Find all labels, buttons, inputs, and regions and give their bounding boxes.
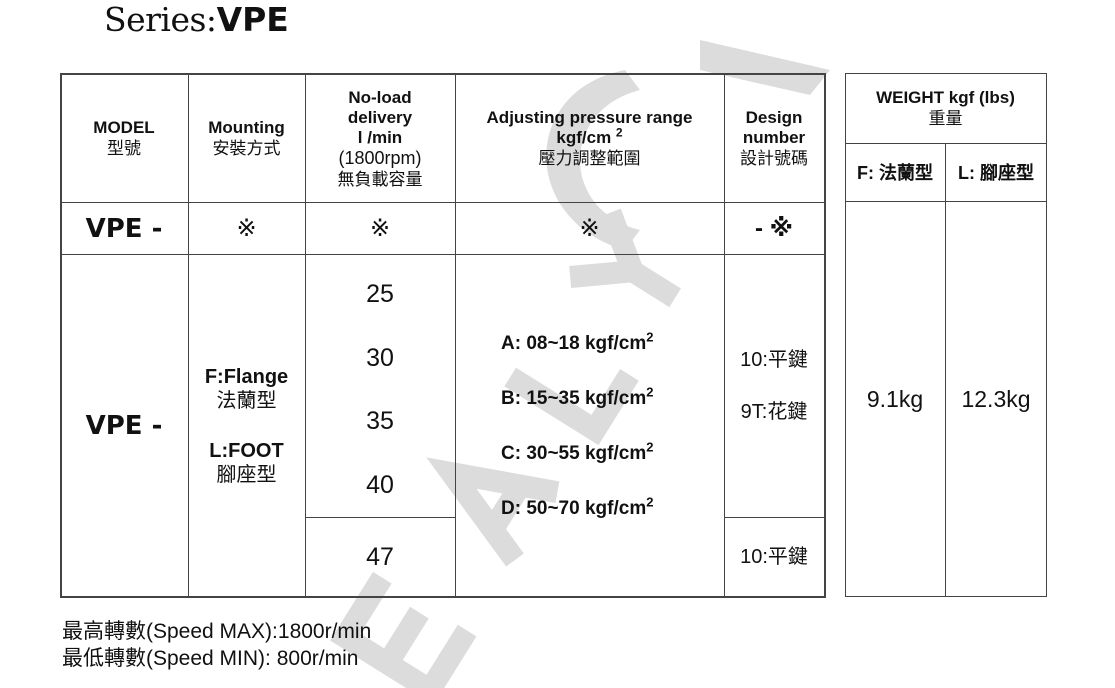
header-design-zh: 設計號碼	[740, 149, 808, 168]
weight-header-en: WEIGHT kgf (lbs)	[876, 88, 1015, 107]
body-pressure: A: 08~18 kgf/cm2 B: 15~35 kgf/cm2 C: 30~…	[455, 255, 724, 596]
pressure-range: A: 08~18 kgf/cm2	[501, 329, 653, 358]
divider	[305, 517, 455, 518]
divider	[845, 596, 1047, 597]
divider	[845, 73, 846, 597]
delivery-value: 35	[366, 407, 394, 436]
body-mounting: F:Flange 法蘭型 L:FOOT 腳座型	[188, 255, 305, 596]
speed-min: 最低轉數(Speed MIN): 800r/min	[62, 647, 359, 670]
body-model: VPE -	[85, 410, 163, 441]
header-model-zh: 型號	[107, 139, 141, 158]
code-mounting: ※	[236, 215, 257, 242]
design-extra: 10:平鍵	[740, 546, 808, 568]
pressure-sup: 2	[646, 439, 654, 455]
speed-notes: 最高轉數(Speed MAX):1800r/min 最低轉數(Speed MIN…	[62, 618, 371, 672]
divider	[60, 202, 826, 203]
weight-header-zh: 重量	[928, 109, 963, 128]
delivery-extra: 47	[366, 543, 394, 571]
code-delivery: ※	[369, 215, 391, 242]
header-pressure-zh: 壓力調整範圍	[538, 149, 641, 168]
code-design: - ※	[755, 215, 793, 242]
delivery-value: 30	[366, 343, 394, 372]
mounting-foot: L:FOOT	[209, 439, 284, 462]
divider	[60, 596, 826, 598]
header-mounting: Mounting 安裝方式	[188, 75, 305, 202]
pressure-text: A: 08~18 kgf/cm	[501, 332, 647, 354]
divider	[724, 73, 725, 598]
header-pressure-unit: kgf/cm 2	[556, 125, 623, 148]
divider	[724, 517, 825, 518]
pressure-text: D: 50~70 kgf/cm	[501, 497, 647, 519]
divider	[60, 73, 62, 598]
header-mounting-en: Mounting	[208, 118, 285, 137]
body-delivery: 25 30 35 40	[305, 262, 455, 517]
divider	[945, 143, 946, 597]
pressure-range: C: 30~55 kgf/cm2	[501, 439, 653, 468]
header-model: MODEL 型號	[60, 75, 188, 202]
pressure-text: B: 15~35 kgf/cm	[501, 387, 647, 409]
mounting-flange-zh: 法蘭型	[216, 389, 277, 412]
divider	[1046, 73, 1047, 597]
pressure-range: B: 15~35 kgf/cm2	[501, 384, 653, 413]
weight-foot-value: 12.3kg	[961, 385, 1031, 412]
pressure-sup: 2	[646, 494, 654, 510]
design-value: 10:平鍵	[740, 349, 808, 371]
code-model: VPE -	[85, 213, 163, 244]
pressure-sup: 2	[646, 329, 654, 345]
divider	[188, 73, 189, 598]
header-design-line: Design	[745, 108, 803, 127]
series-title: Series:VPE	[104, 0, 289, 39]
body-design: 10:平鍵 9T:花鍵	[724, 255, 824, 517]
design-value: 9T:花鍵	[740, 401, 808, 423]
divider	[845, 201, 1047, 202]
divider	[455, 73, 456, 598]
divider	[60, 254, 826, 255]
weight-col-foot: L: 腳座型	[958, 162, 1034, 183]
header-mounting-zh: 安裝方式	[212, 139, 281, 158]
header-delivery-line: No-load	[348, 87, 412, 107]
weight-header: WEIGHT kgf (lbs) 重量	[845, 74, 1046, 143]
speed-max: 最高轉數(Speed MAX):1800r/min	[62, 620, 372, 643]
header-delivery-rpm: (1800rpm)	[338, 147, 422, 168]
unit-text: kgf/cm	[556, 128, 612, 147]
pressure-text: C: 30~55 kgf/cm	[501, 442, 647, 464]
divider	[60, 73, 826, 75]
header-delivery-unit: l /min	[357, 127, 403, 147]
header-delivery: No-load delivery l /min (1800rpm) 無負載容量	[305, 75, 455, 202]
weight-flange-value: 9.1kg	[866, 385, 924, 412]
divider	[845, 73, 1047, 74]
divider	[845, 143, 1047, 144]
delivery-value: 25	[366, 279, 394, 308]
unit-superscript: 2	[615, 125, 623, 140]
header-model-en: MODEL	[93, 118, 155, 137]
header-pressure: Adjusting pressure range kgf/cm 2 壓力調整範圍	[455, 75, 724, 202]
pressure-range: D: 50~70 kgf/cm2	[501, 494, 653, 523]
pressure-sup: 2	[646, 384, 654, 400]
delivery-value: 40	[366, 471, 394, 500]
mounting-flange: F:Flange	[204, 365, 289, 388]
weight-col-flange: F: 法蘭型	[857, 162, 933, 183]
header-delivery-zh: 無負載容量	[337, 169, 423, 189]
series-prefix: Series:	[104, 0, 217, 39]
header-delivery-line: delivery	[347, 107, 413, 127]
header-pressure-en: Adjusting pressure range	[486, 108, 693, 127]
mounting-foot-zh: 腳座型	[216, 463, 277, 486]
divider	[824, 73, 826, 598]
header-design: Design number 設計號碼	[724, 75, 824, 202]
divider	[305, 73, 306, 598]
series-name: VPE	[216, 0, 289, 39]
header-design-line: number	[742, 128, 806, 147]
code-pressure: ※	[579, 215, 600, 242]
